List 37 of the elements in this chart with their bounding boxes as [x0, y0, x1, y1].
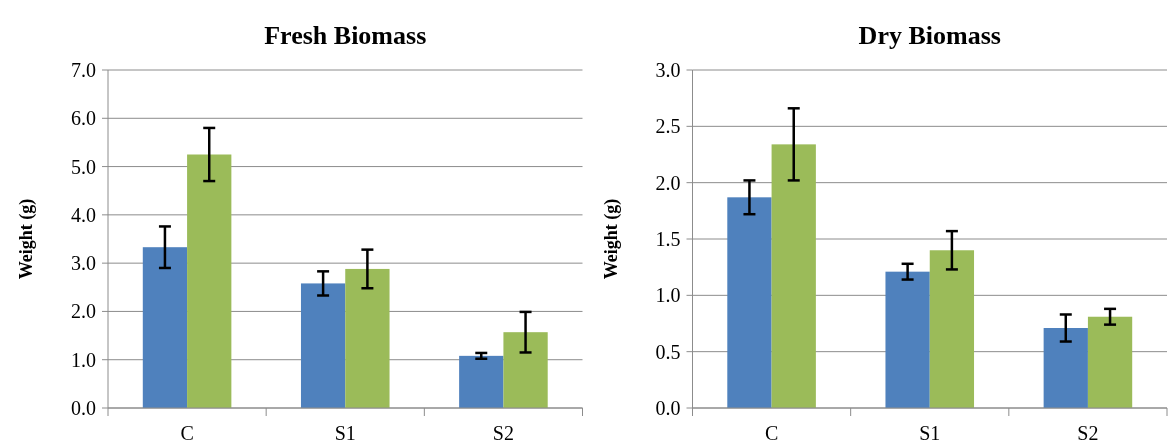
y-tick-label: 2.0	[655, 171, 681, 194]
y-tick-label: 5.0	[71, 155, 96, 178]
bar	[459, 355, 504, 408]
y-tick-label: 6.0	[71, 107, 96, 130]
y-tick-label: 1.0	[655, 284, 681, 307]
y-tick-label: 0.0	[71, 397, 96, 419]
bar	[345, 268, 390, 408]
y-tick-label: 2.0	[71, 300, 96, 323]
y-tick-label: 0.0	[655, 397, 681, 419]
y-axis-title: Weight (g)	[600, 198, 622, 280]
chart-title: Fresh Biomass	[264, 21, 427, 50]
y-tick-label: 0.5	[655, 340, 681, 363]
bar	[1043, 328, 1088, 408]
x-tick-label: S2	[492, 422, 514, 444]
bar	[503, 332, 548, 408]
y-tick-label: 4.0	[71, 203, 96, 226]
x-tick-label: C	[764, 422, 779, 444]
bar	[187, 154, 232, 408]
bar	[771, 144, 816, 408]
y-tick-label: 2.5	[655, 115, 681, 138]
y-tick-label: 1.5	[655, 228, 681, 250]
chart-title: Dry Biomass	[858, 21, 1001, 50]
y-tick-label: 7.0	[71, 59, 96, 81]
bar	[929, 250, 975, 408]
bar	[300, 283, 346, 408]
x-tick-label: S2	[1077, 422, 1099, 444]
y-tick-label: 1.0	[71, 348, 96, 371]
x-tick-label: C	[180, 422, 194, 444]
bar	[1087, 316, 1133, 408]
y-axis-title: Weight (g)	[16, 198, 37, 280]
x-tick-label: S1	[334, 422, 356, 444]
y-tick-label: 3.0	[655, 59, 681, 81]
bar	[142, 247, 188, 408]
x-tick-label: S1	[919, 422, 941, 444]
y-tick-label: 3.0	[71, 252, 96, 275]
bar	[885, 271, 930, 408]
bar	[727, 197, 772, 408]
